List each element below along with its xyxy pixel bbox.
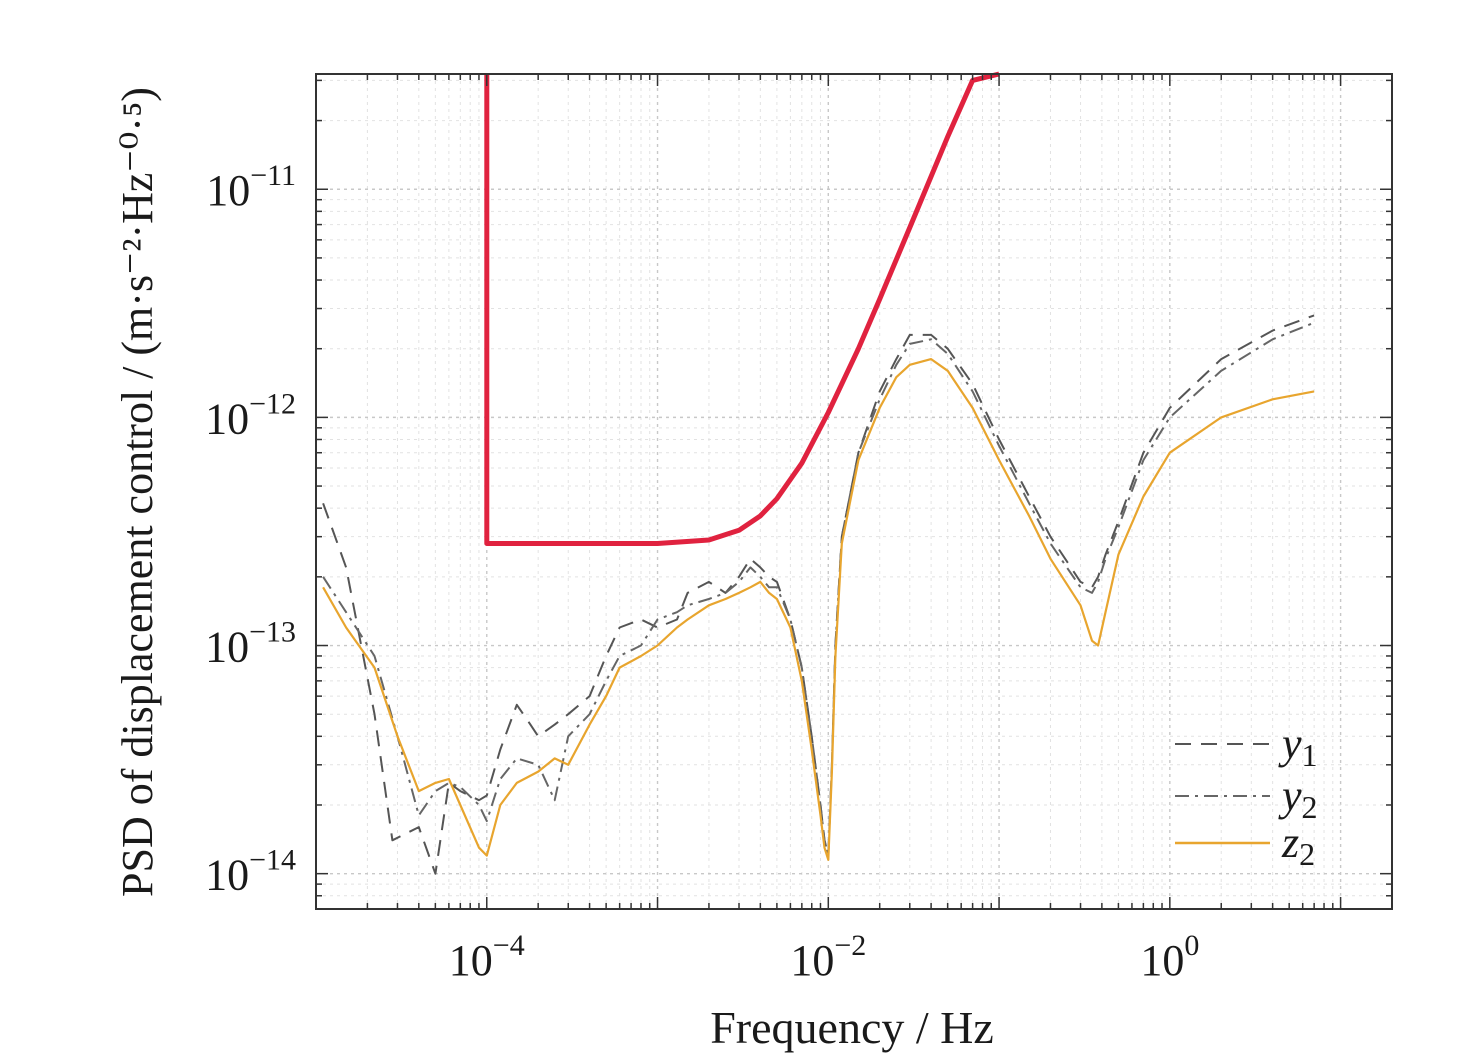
- legend-label-name: z: [1281, 818, 1299, 867]
- tick-label-base: 10: [205, 394, 249, 443]
- series-line-y2: [322, 321, 1315, 857]
- legend-label-subscript: 1: [1302, 737, 1318, 773]
- plot-frame: [315, 73, 1393, 910]
- legend-label-name: y: [1278, 719, 1302, 768]
- grid-lines: [315, 74, 1393, 910]
- tick-label-base: 10: [790, 936, 834, 985]
- tick-label-exponent: −12: [249, 387, 296, 420]
- tick-label-base: 10: [205, 623, 249, 672]
- tick-label-base: 10: [206, 166, 250, 215]
- x-axis-label: Frequency / Hz: [710, 1002, 994, 1053]
- requirement-curve: [484, 71, 1000, 546]
- x-tick-label: 10−4: [449, 929, 525, 985]
- tick-label-exponent: −4: [493, 929, 525, 962]
- tick-label-exponent: −2: [834, 929, 866, 962]
- y-tick-label: 10−13: [205, 616, 296, 672]
- legend-label-z2: z2: [1281, 818, 1315, 872]
- x-tick-label: 100: [1140, 929, 1199, 985]
- tick-label-base: 10: [449, 936, 493, 985]
- tick-label-exponent: −13: [249, 616, 296, 649]
- x-tick-label: 10−2: [790, 929, 866, 985]
- series-line-z2: [322, 358, 1315, 861]
- legend-label-y2: y2: [1278, 771, 1318, 825]
- y-axis-label: PSD of displacement control / (m·s⁻²·Hz⁻…: [113, 87, 162, 897]
- tick-label-exponent: −14: [249, 844, 296, 877]
- axes-frame: [315, 73, 1393, 910]
- series-layer: [322, 71, 1315, 875]
- series-line-y1: [322, 314, 1315, 875]
- y-tick-label: 10−11: [206, 159, 296, 215]
- tick-label-exponent: 0: [1184, 929, 1199, 962]
- legend-label-subscript: 2: [1299, 836, 1315, 872]
- y-tick-label: 10−12: [205, 387, 296, 443]
- tick-label-base: 10: [1140, 936, 1184, 985]
- tick-label-base: 10: [205, 851, 249, 900]
- legend-label-subscript: 2: [1302, 789, 1318, 825]
- legend-label-name: y: [1278, 771, 1302, 820]
- y-tick-label: 10−14: [205, 844, 296, 900]
- legend-label-y1: y1: [1278, 719, 1318, 773]
- tick-label-exponent: −11: [250, 159, 296, 192]
